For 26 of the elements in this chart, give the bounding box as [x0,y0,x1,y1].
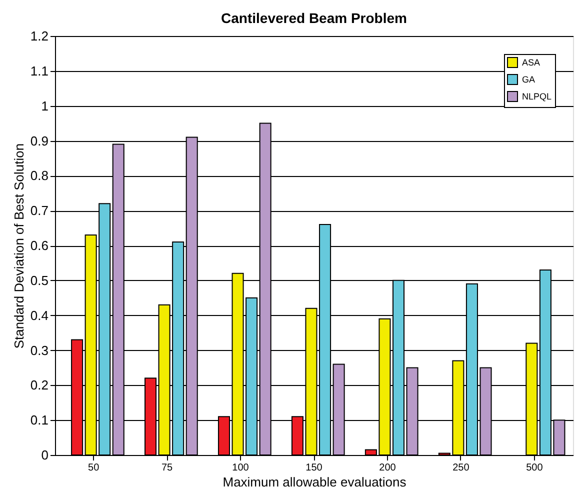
y-tick-label: 1.1 [30,63,48,78]
y-tick-label: 0.7 [30,203,48,218]
x-tick-label: 250 [452,462,470,474]
y-tick-label: 0.3 [30,342,48,358]
x-tick-label: 200 [379,462,396,474]
legend-label: GA [522,74,536,84]
x-tick-label: 150 [306,462,323,474]
chart-title: Cantilevered Beam Problem [221,10,407,26]
x-axis-title: Maximum allowable evaluations [222,474,407,490]
y-tick-label: 1.2 [30,28,48,44]
y-tick-label: 0.1 [30,412,48,428]
legend-label: NLPQL [522,92,552,102]
y-tick-label: 0.9 [30,133,48,148]
y-tick-label: 0.5 [30,272,48,288]
x-tick-label: 50 [88,462,100,474]
y-tick-label: 0 [41,448,48,462]
y-tick-label: 1 [41,98,48,114]
y-tick-label: 0.8 [30,168,48,184]
legend-label: ASA [522,58,540,68]
x-tick-label: 500 [526,462,544,474]
y-tick-label: 0.4 [30,308,48,323]
y-tick-label: 0.6 [30,238,48,253]
x-tick-label: 100 [232,462,250,474]
y-tick-label: 0.2 [30,378,48,393]
y-axis-title: Standard Deviation of Best Solution [11,143,26,349]
x-tick-label: 75 [161,462,174,474]
